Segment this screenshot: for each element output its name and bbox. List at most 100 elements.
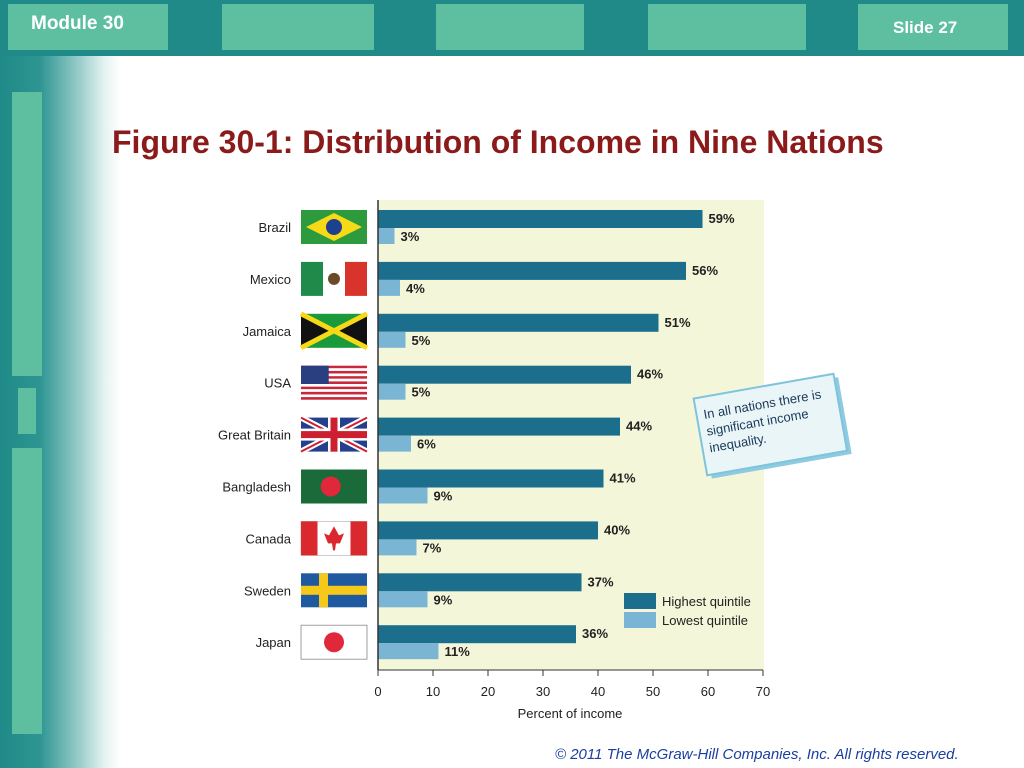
top-banner: Module 30 Slide 27 bbox=[0, 0, 1024, 56]
japan-flag-icon bbox=[300, 624, 368, 660]
bar-highest-quintile bbox=[378, 261, 686, 280]
flag-part bbox=[301, 365, 329, 385]
bar-lowest-quintile bbox=[378, 643, 439, 660]
data-label-lowest: 9% bbox=[434, 592, 453, 607]
flag-part bbox=[345, 261, 367, 296]
data-label-highest: 40% bbox=[604, 522, 630, 537]
country-label: Great Britain bbox=[218, 428, 291, 443]
x-tick-label: 0 bbox=[374, 684, 381, 699]
bar-highest-quintile bbox=[378, 469, 604, 488]
header-tab bbox=[436, 4, 584, 50]
great-britain-flag-icon bbox=[299, 414, 369, 455]
flag-part bbox=[301, 389, 367, 392]
flag-part bbox=[334, 313, 367, 348]
x-tick-label: 70 bbox=[756, 684, 770, 699]
flag-part bbox=[301, 368, 367, 371]
x-tick-label: 30 bbox=[536, 684, 550, 699]
header-tab bbox=[8, 4, 168, 50]
bar-highest-quintile bbox=[378, 417, 620, 436]
bar-lowest-quintile bbox=[378, 279, 400, 296]
bar-lowest-quintile bbox=[378, 435, 411, 452]
flag-part bbox=[301, 384, 367, 387]
x-tick-label: 60 bbox=[701, 684, 715, 699]
flag-part bbox=[301, 394, 367, 398]
data-label-highest: 59% bbox=[709, 211, 735, 226]
flag-part bbox=[301, 397, 367, 400]
country-label: Bangladesh bbox=[222, 480, 291, 495]
canada-flag-icon bbox=[300, 521, 368, 556]
data-label-lowest: 5% bbox=[412, 333, 431, 348]
bar-highest-quintile bbox=[378, 625, 576, 644]
x-tick-label: 20 bbox=[481, 684, 495, 699]
flag-part bbox=[301, 261, 323, 296]
copyright-footer: © 2011 The McGraw-Hill Companies, Inc. A… bbox=[555, 746, 959, 763]
data-label-lowest: 5% bbox=[412, 385, 431, 400]
bar-highest-quintile bbox=[378, 573, 582, 592]
usa-flag-icon bbox=[301, 365, 367, 400]
x-axis-label: Percent of income bbox=[518, 706, 623, 721]
x-tick-label: 10 bbox=[426, 684, 440, 699]
flag-part bbox=[301, 373, 367, 377]
flag-part bbox=[350, 521, 367, 556]
data-label-lowest: 3% bbox=[401, 229, 420, 244]
flag-part bbox=[301, 370, 367, 374]
jamaica-flag-icon bbox=[299, 311, 369, 351]
country-label: Canada bbox=[245, 531, 291, 546]
data-label-lowest: 6% bbox=[417, 437, 436, 452]
flag-part bbox=[324, 526, 344, 551]
data-label-highest: 46% bbox=[637, 367, 663, 382]
country-label: USA bbox=[264, 376, 291, 391]
legend-swatch-highest bbox=[624, 593, 656, 609]
flag-part bbox=[301, 585, 367, 595]
flag-part bbox=[301, 431, 367, 439]
page-title: Figure 30-1: Distribution of Income in N… bbox=[112, 124, 884, 160]
sidebar-tab bbox=[18, 388, 36, 434]
flag-part bbox=[326, 219, 342, 235]
data-label-highest: 41% bbox=[610, 471, 636, 486]
sidebar-tab bbox=[12, 448, 42, 734]
country-label: Sweden bbox=[244, 583, 291, 598]
sidebar-tab bbox=[12, 92, 42, 376]
header-tab bbox=[858, 4, 1008, 50]
data-label-highest: 44% bbox=[626, 419, 652, 434]
country-label: Japan bbox=[256, 635, 291, 650]
slide-number: Slide 27 bbox=[893, 18, 958, 37]
flag-part bbox=[324, 632, 344, 653]
data-label-lowest: 7% bbox=[423, 540, 442, 555]
bar-highest-quintile bbox=[378, 365, 631, 384]
flag-part bbox=[301, 365, 367, 369]
data-label-lowest: 11% bbox=[445, 644, 471, 659]
bangladesh-flag-icon bbox=[301, 469, 367, 504]
header-tab bbox=[648, 4, 806, 50]
country-label: Brazil bbox=[258, 220, 291, 235]
country-label: Jamaica bbox=[243, 324, 292, 339]
legend-swatch-lowest bbox=[624, 612, 656, 628]
data-label-lowest: 4% bbox=[406, 281, 425, 296]
bar-highest-quintile bbox=[378, 210, 703, 228]
bar-lowest-quintile bbox=[378, 228, 395, 244]
flag-part bbox=[301, 386, 367, 390]
mexico-flag-icon bbox=[301, 261, 367, 296]
bar-lowest-quintile bbox=[378, 487, 428, 504]
module-label: Module 30 bbox=[31, 13, 124, 34]
bar-highest-quintile bbox=[378, 521, 598, 540]
left-sidebar-decoration bbox=[0, 56, 120, 768]
flag-part bbox=[320, 476, 341, 497]
data-label-highest: 36% bbox=[582, 626, 608, 641]
flag-part bbox=[301, 391, 367, 395]
bar-lowest-quintile bbox=[378, 383, 406, 400]
flag-part bbox=[299, 311, 369, 351]
bar-lowest-quintile bbox=[378, 331, 406, 348]
x-tick-label: 50 bbox=[646, 684, 660, 699]
country-label: Mexico bbox=[250, 272, 291, 287]
flag-part bbox=[328, 272, 340, 285]
data-label-highest: 56% bbox=[692, 263, 718, 278]
data-label-highest: 51% bbox=[665, 315, 691, 330]
x-tick-label: 40 bbox=[591, 684, 605, 699]
bar-lowest-quintile bbox=[378, 539, 417, 556]
bar-highest-quintile bbox=[378, 313, 659, 332]
flag-part bbox=[301, 381, 367, 385]
flag-part bbox=[301, 378, 367, 382]
flag-part bbox=[301, 376, 367, 379]
